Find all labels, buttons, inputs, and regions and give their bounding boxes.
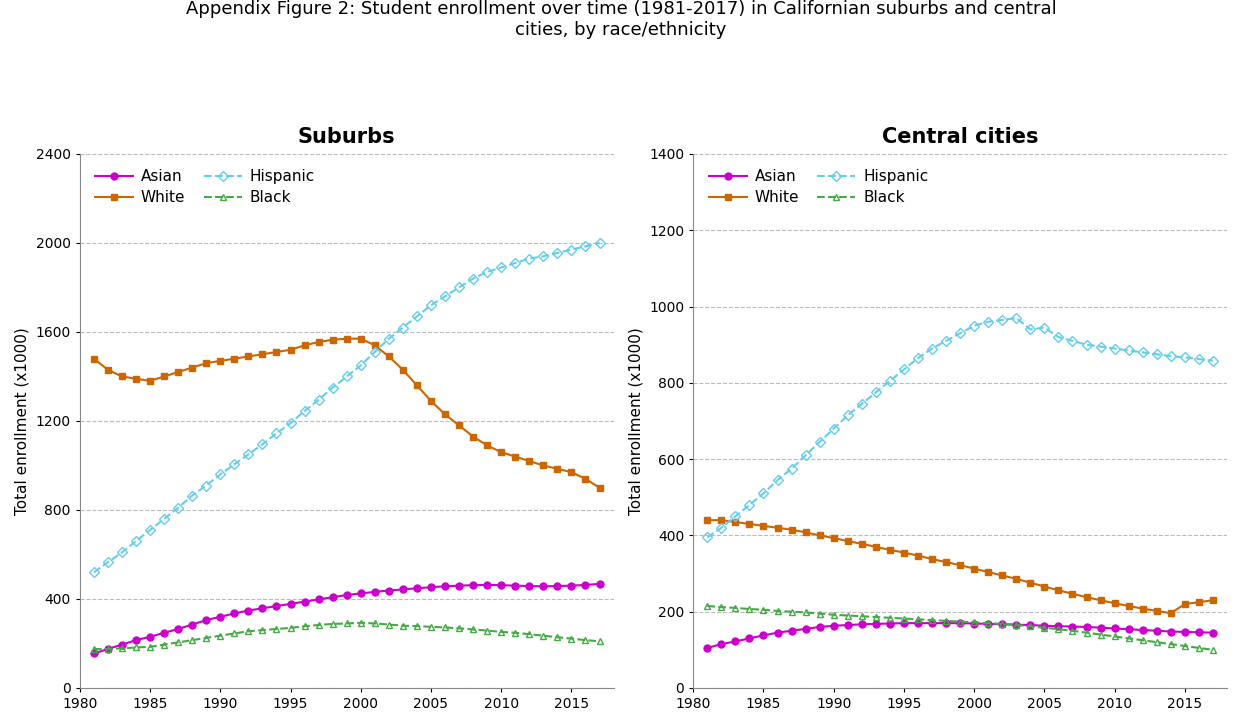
- Title: Suburbs: Suburbs: [298, 127, 395, 147]
- Text: Appendix Figure 2: Student enrollment over time (1981-2017) in Californian subur: Appendix Figure 2: Student enrollment ov…: [185, 0, 1057, 38]
- Y-axis label: Total enrollment (x1000): Total enrollment (x1000): [628, 327, 643, 515]
- Title: Central cities: Central cities: [882, 127, 1038, 147]
- Legend: Asian, White, Hispanic, Black: Asian, White, Hispanic, Black: [700, 162, 936, 213]
- Legend: Asian, White, Hispanic, Black: Asian, White, Hispanic, Black: [87, 162, 323, 213]
- Y-axis label: Total enrollment (x1000): Total enrollment (x1000): [15, 327, 30, 515]
